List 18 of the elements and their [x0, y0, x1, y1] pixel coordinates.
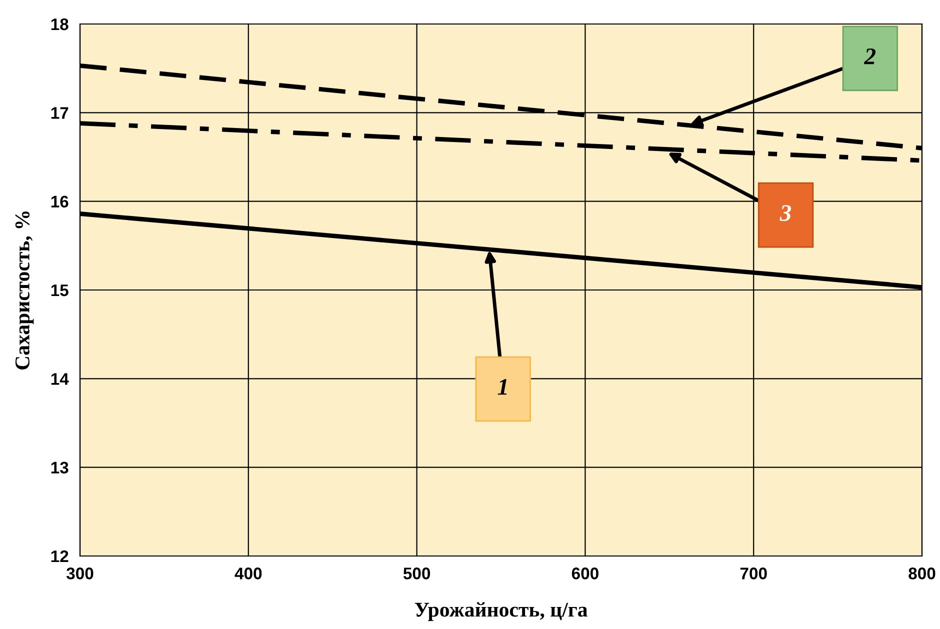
x-tick-label: 400	[234, 568, 262, 580]
x-tick-label: 500	[403, 568, 430, 580]
x-tick-label: 800	[908, 568, 936, 580]
x-tick-label: 300	[66, 568, 94, 580]
annotation: 1	[498, 379, 507, 395]
annotation: 2	[864, 48, 876, 64]
x-tick-label: 600	[572, 568, 598, 580]
y-tick-label: 17	[51, 107, 68, 119]
y-tick-label: 13	[51, 462, 68, 474]
x-tick-label: 700	[740, 568, 767, 580]
x-axis-title: Урожайность, ц/га	[414, 602, 588, 621]
y-tick-label: 16	[51, 196, 68, 208]
y-tick-label: 15	[51, 284, 68, 296]
y-axis-title: Сахаристость, %	[15, 211, 34, 370]
y-tick-label: 14	[51, 373, 69, 385]
y-tick-label: 18	[51, 18, 68, 30]
annotation: 3	[780, 205, 792, 221]
y-tick-label: 12	[51, 550, 68, 562]
